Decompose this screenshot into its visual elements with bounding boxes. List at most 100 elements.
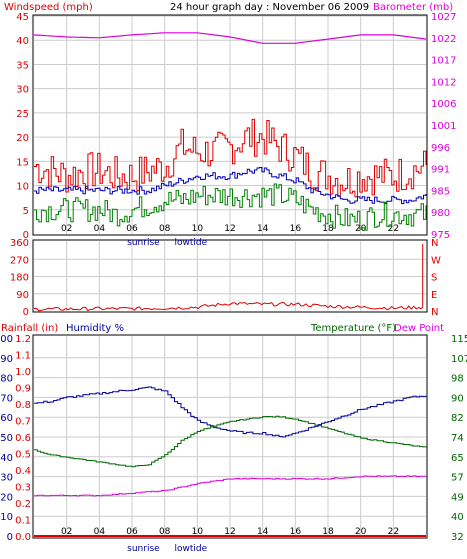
y-temp-tick-label: 90 (451, 393, 464, 404)
x-tick-label: 08 (159, 224, 171, 234)
x-tick-label: 16 (290, 224, 302, 234)
x-tick-label: 02 (61, 224, 72, 234)
y-right-tick-label: 1012 (431, 77, 456, 88)
series-barometer (33, 32, 427, 44)
y-temp-tick-label: 40 (451, 512, 464, 523)
y-left-tick-label: 5 (23, 206, 29, 217)
y-left-tick-label: 180 (10, 273, 29, 284)
compass-label: E (431, 290, 437, 301)
y-left-tick-label: 10 (16, 182, 29, 193)
y-temp-tick-label: 74 (451, 433, 464, 444)
y-humidity-tick-label: 10 (0, 512, 13, 523)
y-left-tick-label: 0 (23, 307, 29, 318)
series-direction (33, 243, 424, 312)
series-wind_min (34, 183, 427, 231)
lowtide-marker: lowtide (174, 238, 207, 248)
y-temp-tick-label: 82 (451, 413, 464, 424)
panel-temp-frame (32, 334, 428, 539)
temperature-label: Temperature (°F) (310, 323, 396, 334)
x-tick-label: 04 (94, 527, 106, 537)
x-tick-label: 16 (290, 527, 302, 537)
x-tick-label: 14 (257, 527, 269, 537)
x-tick-label: 10 (192, 527, 204, 537)
y-left-tick-label: 45 (16, 12, 29, 23)
x-tick-label: 22 (388, 224, 399, 234)
y-humidity-tick-label: 100 (0, 334, 13, 345)
dewpoint-label: Dew Point (394, 323, 444, 334)
x-tick-label: 06 (126, 224, 138, 234)
x-tick-label: 20 (355, 527, 367, 537)
y-left-tick-label: 25 (16, 109, 29, 120)
y-left-tick-label: 15 (16, 157, 29, 168)
humidity-label: Humidity % (66, 323, 124, 334)
y-left-tick-label: 90 (16, 290, 29, 301)
y-rain-tick-label: 0.7 (15, 417, 31, 428)
rainfall-label: Rainfall (in) (1, 323, 58, 334)
panel-wind-frame (32, 14, 428, 236)
y-humidity-tick-label: 50 (0, 433, 13, 444)
y-humidity-tick-label: 20 (0, 492, 13, 503)
y-rain-tick-label: 0.9 (15, 384, 31, 395)
x-tick-label: 18 (322, 224, 334, 234)
y-rain-tick-label: 1.0 (15, 367, 31, 378)
y-rain-tick-label: 0.2 (15, 499, 31, 510)
x-tick-label: 02 (61, 527, 72, 537)
graph-title: 24 hour graph day : November 06 2009 (170, 2, 369, 13)
y-temp-tick-label: 49 (451, 492, 464, 503)
windspeed-label: Windspeed (mph) (4, 2, 93, 13)
y-humidity-tick-label: 90 (0, 354, 13, 365)
compass-label: N (431, 238, 438, 249)
y-left-tick-label: 40 (16, 36, 29, 47)
y-rain-tick-label: 0.8 (15, 400, 31, 411)
panel-direction-frame (32, 239, 428, 313)
y-temp-tick-label: 115 (451, 334, 467, 345)
y-temp-tick-label: 98 (451, 374, 464, 385)
x-tick-label: 06 (126, 527, 138, 537)
x-tick-label: 04 (94, 224, 106, 234)
lowtide-marker: lowtide (174, 544, 207, 554)
y-right-tick-label: 996 (431, 143, 450, 154)
y-rain-tick-label: 1.1 (15, 351, 31, 362)
y-temp-tick-label: 107 (451, 354, 467, 365)
x-tick-label: 18 (322, 527, 334, 537)
series-wind_avg (34, 167, 427, 205)
compass-label: N (431, 307, 438, 318)
y-right-tick-label: 1022 (431, 34, 456, 45)
y-left-tick-label: 30 (16, 85, 29, 96)
y-humidity-tick-label: 70 (0, 393, 13, 404)
y-humidity-tick-label: 40 (0, 453, 13, 464)
x-tick-label: 14 (257, 224, 269, 234)
y-rain-tick-label: 0.3 (15, 483, 31, 494)
compass-label: S (431, 273, 437, 284)
y-rain-tick-label: 0.6 (15, 433, 31, 444)
y-rain-tick-label: 1.2 (15, 334, 31, 345)
x-tick-label: 22 (388, 527, 399, 537)
y-left-tick-label: 20 (16, 133, 29, 144)
y-temp-tick-label: 65 (451, 453, 464, 464)
y-left-tick-label: 270 (10, 255, 29, 266)
y-left-tick-label: 0 (23, 230, 29, 241)
y-temp-tick-label: 57 (451, 473, 464, 484)
sunrise-marker: sunrise (127, 238, 160, 248)
y-rain-tick-label: 0.5 (15, 450, 31, 461)
series-temperature (34, 415, 427, 468)
y-rain-tick-label: 0.0 (15, 532, 31, 543)
y-humidity-tick-label: 80 (0, 374, 13, 385)
y-temp-tick-label: 32 (451, 532, 464, 543)
y-right-tick-label: 1017 (431, 56, 456, 67)
y-humidity-tick-label: 60 (0, 413, 13, 424)
y-rain-tick-label: 0.1 (15, 516, 31, 527)
y-left-tick-label: 360 (10, 238, 29, 249)
y-right-tick-label: 980 (431, 208, 450, 219)
y-right-tick-label: 985 (431, 186, 450, 197)
y-right-tick-label: 975 (431, 230, 450, 241)
y-right-tick-label: 1006 (431, 99, 456, 110)
y-right-tick-label: 1001 (431, 121, 456, 132)
series-dewpoint (34, 475, 427, 497)
barometer-label: Barometer (mb) (373, 2, 453, 13)
y-humidity-tick-label: 0 (7, 532, 13, 543)
x-tick-label: 12 (224, 224, 235, 234)
series-humidity (34, 386, 427, 438)
y-left-tick-label: 35 (16, 60, 29, 71)
x-tick-label: 12 (224, 527, 235, 537)
